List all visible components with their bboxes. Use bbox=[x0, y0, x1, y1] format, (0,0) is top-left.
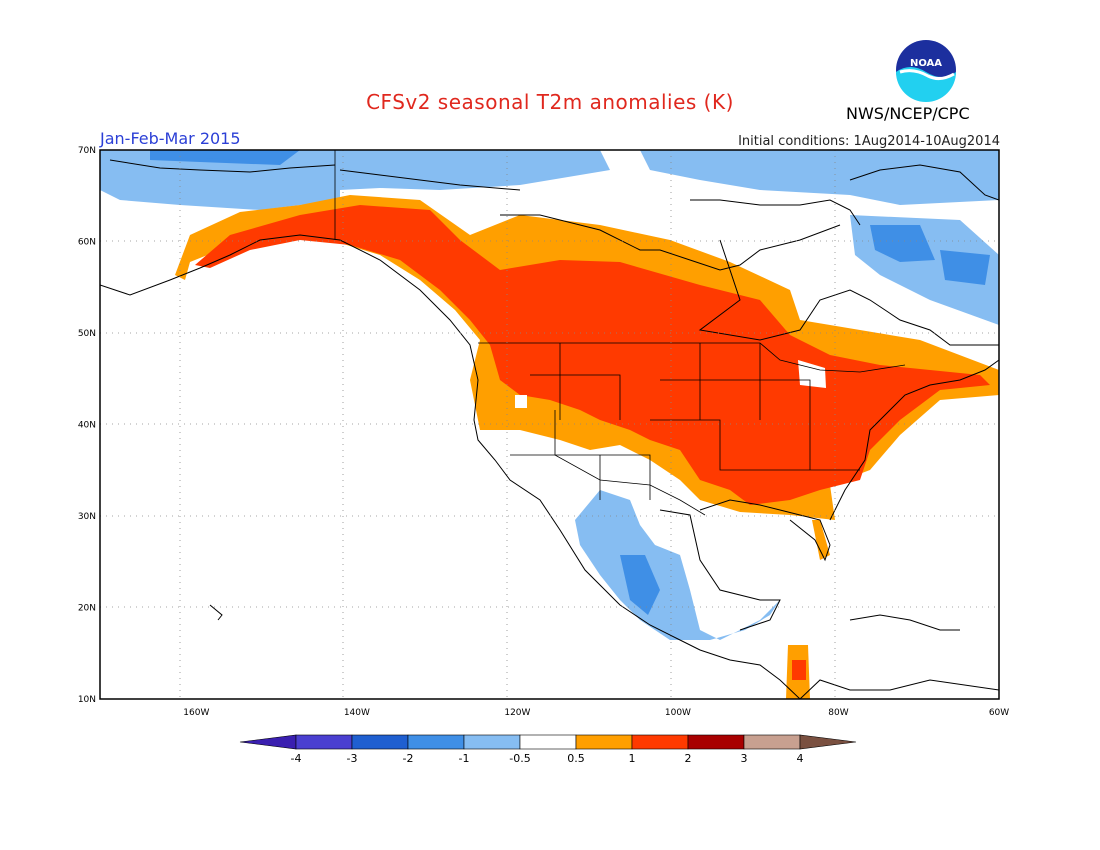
colorbar-segment bbox=[351, 734, 409, 750]
border bbox=[759, 343, 811, 470]
anomaly-region bbox=[515, 395, 527, 408]
latitude-tick-label: 20N bbox=[78, 604, 96, 614]
map-title: CFSv2 seasonal T2m anomalies (K) bbox=[366, 90, 734, 114]
colorbar-tick-label: -4 bbox=[291, 752, 302, 765]
anomaly-region bbox=[870, 225, 935, 262]
colorbar-tick-label: -3 bbox=[347, 752, 358, 765]
colorbar-tick-label: 0.5 bbox=[567, 752, 585, 765]
coastline bbox=[829, 359, 999, 521]
coastline bbox=[699, 499, 831, 562]
agency-label: NWS/NCEP/CPC bbox=[846, 104, 970, 123]
latitude-tick-label: 30N bbox=[78, 512, 96, 522]
map-frame bbox=[99, 149, 1000, 700]
political-borders bbox=[334, 150, 906, 516]
logo-text: NOAA bbox=[910, 58, 942, 69]
colorbar-tick-label: -1 bbox=[459, 752, 470, 765]
latitude-tick-label: 60N bbox=[78, 238, 96, 248]
anomaly-region bbox=[340, 150, 610, 190]
anomaly-region bbox=[798, 360, 826, 388]
initial-conditions-label: Initial conditions: 1Aug2014-10Aug2014 bbox=[738, 134, 1000, 149]
coastline bbox=[799, 679, 999, 699]
anomaly-region bbox=[620, 555, 660, 615]
anomaly-region bbox=[940, 250, 990, 285]
colorbar-segment bbox=[407, 734, 465, 750]
longitude-axis: 160W 140W 120W 100W 80W 60W bbox=[183, 708, 1009, 718]
colorbar-segment bbox=[631, 734, 689, 750]
longitude-tick-label: 160W bbox=[183, 708, 209, 718]
longitude-tick-label: 100W bbox=[665, 708, 691, 718]
border bbox=[650, 419, 860, 471]
colorbar-segment bbox=[239, 734, 297, 750]
colorbar-segment bbox=[463, 734, 521, 750]
longitude-tick-label: 120W bbox=[504, 708, 530, 718]
colorbar-tick-label: 1 bbox=[629, 752, 636, 765]
coastline bbox=[849, 164, 999, 201]
latitude-tick-label: 10N bbox=[78, 695, 96, 705]
longitude-tick-label: 80W bbox=[828, 708, 848, 718]
colorbar-segment bbox=[743, 734, 801, 750]
anomaly-region bbox=[792, 660, 806, 680]
latitude-tick-label: 70N bbox=[78, 146, 96, 156]
anomaly-region bbox=[812, 520, 830, 560]
colorbar-segment bbox=[799, 734, 857, 750]
colorbar-tick-label: 3 bbox=[741, 752, 748, 765]
coastline bbox=[500, 214, 841, 271]
anomaly-region bbox=[640, 150, 999, 205]
border bbox=[478, 342, 906, 373]
colorbar-segment bbox=[687, 734, 745, 750]
anomaly-region bbox=[195, 205, 990, 505]
anomaly-region bbox=[575, 490, 780, 640]
period-label: Jan-Feb-Mar 2015 bbox=[100, 129, 241, 148]
anomaly-region bbox=[200, 150, 240, 160]
colorbar-segment bbox=[295, 734, 353, 750]
coastline bbox=[690, 199, 861, 226]
colorbar-segment bbox=[575, 734, 633, 750]
coastline bbox=[100, 234, 801, 699]
coastline bbox=[339, 169, 521, 191]
colorbar-tick-label: -2 bbox=[403, 752, 414, 765]
latitude-tick-label: 50N bbox=[78, 329, 96, 339]
anomaly-field bbox=[100, 150, 999, 699]
longitude-tick-label: 60W bbox=[989, 708, 1009, 718]
colorbar-tick-label: -0.5 bbox=[509, 752, 530, 765]
border bbox=[510, 454, 706, 516]
colorbar-segment bbox=[519, 734, 577, 750]
colorbar: -4 -3 -2 -1 -0.5 0.5 1 2 3 4 bbox=[239, 734, 857, 765]
coastline bbox=[849, 614, 960, 631]
colorbar-tick-label: 2 bbox=[685, 752, 692, 765]
coastlines bbox=[100, 159, 999, 699]
latitude-axis: 10N 20N 30N 40N 50N 60N 70N bbox=[78, 146, 96, 705]
colorbar-tick-label: 4 bbox=[797, 752, 804, 765]
coastline bbox=[659, 509, 781, 631]
coastline bbox=[109, 159, 336, 173]
border bbox=[530, 374, 621, 420]
coastline bbox=[209, 604, 223, 621]
noaa-logo: NOAA bbox=[896, 40, 956, 102]
latitude-tick-label: 40N bbox=[78, 421, 96, 431]
longitude-tick-label: 140W bbox=[344, 708, 370, 718]
